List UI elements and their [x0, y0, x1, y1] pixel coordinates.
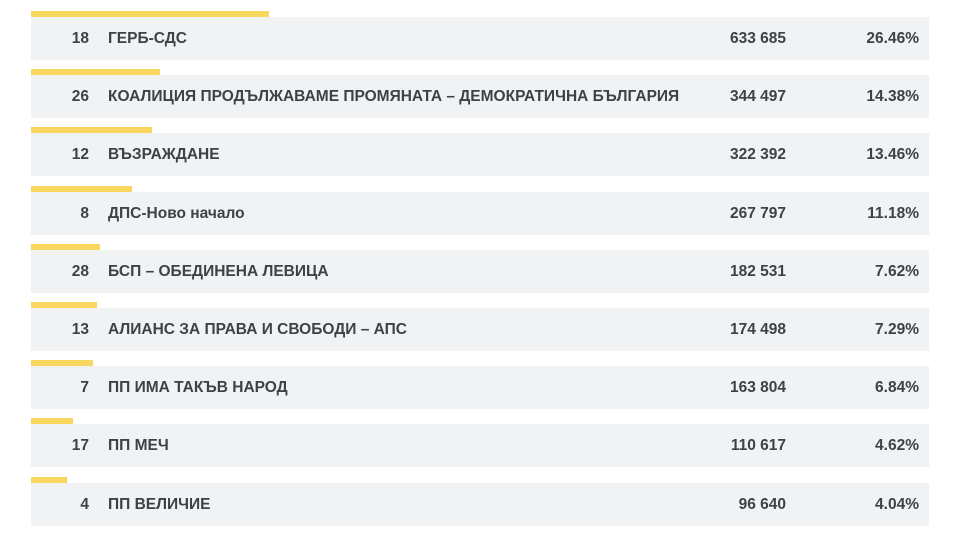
result-row: 13 АЛИАНС ЗА ПРАВА И СВОБОДИ – АПС 174 4… — [31, 291, 929, 351]
vote-percent: 4.62% — [875, 437, 919, 455]
vote-share-bar — [31, 360, 93, 367]
vote-share-bar — [31, 243, 100, 250]
vote-count: 344 497 — [729, 88, 786, 106]
party-name: ДПС-Ново начало — [108, 204, 245, 222]
party-name: ПП ИМА ТАКЪВ НАРОД — [108, 379, 288, 397]
ballot-number: 17 — [71, 437, 89, 455]
vote-count: 174 498 — [729, 321, 786, 338]
result-row: 26 КОАЛИЦИЯ ПРОДЪЛЖАВАМЕ ПРОМЯНАТА – ДЕМ… — [31, 58, 929, 119]
result-row: 18 ГЕРБ-СДС 633 685 26.46% — [31, 0, 929, 60]
result-row-body: 4 ПП ВЕЛИЧИЕ 96 640 4.04% — [31, 482, 929, 526]
party-name: ПП ВЕЛИЧИЕ — [108, 495, 211, 513]
result-row: 7 ПП ИМА ТАКЪВ НАРОД 163 804 6.84% — [31, 349, 929, 410]
result-row-body: 12 ВЪЗРАЖДАНЕ 322 392 13.46% — [31, 133, 929, 177]
ballot-number: 4 — [80, 495, 89, 513]
vote-count: 267 797 — [729, 204, 786, 222]
vote-percent: 13.46% — [866, 146, 919, 164]
vote-percent: 6.84% — [875, 379, 919, 397]
result-row: 12 ВЪЗРАЖДАНЕ 322 392 13.46% — [31, 116, 929, 177]
result-row: 28 БСП – ОБЕДИНЕНА ЛЕВИЦА 182 531 7.62% — [31, 233, 929, 293]
vote-count: 110 617 — [730, 437, 786, 455]
vote-percent: 7.29% — [875, 321, 919, 338]
result-row-body: 18 ГЕРБ-СДС 633 685 26.46% — [31, 17, 929, 60]
result-row-body: 17 ПП МЕЧ 110 617 4.62% — [31, 424, 929, 468]
vote-share-bar — [31, 185, 132, 192]
vote-percent: 14.38% — [866, 88, 919, 106]
vote-share-bar — [31, 127, 152, 134]
result-row-body: 7 ПП ИМА ТАКЪВ НАРОД 163 804 6.84% — [31, 366, 929, 410]
party-name: ПП МЕЧ — [108, 437, 169, 455]
vote-share-bar — [31, 302, 97, 308]
vote-share-bar — [31, 418, 73, 425]
ballot-number: 26 — [71, 88, 89, 106]
vote-percent: 26.46% — [866, 30, 919, 47]
vote-percent: 4.04% — [875, 495, 919, 513]
party-name: КОАЛИЦИЯ ПРОДЪЛЖАВАМЕ ПРОМЯНАТА – ДЕМОКР… — [108, 88, 680, 106]
vote-share-bar — [31, 476, 67, 483]
vote-count: 322 392 — [729, 146, 786, 164]
party-name: БСП – ОБЕДИНЕНА ЛЕВИЦА — [108, 262, 329, 280]
result-row: 17 ПП МЕЧ 110 617 4.62% — [31, 407, 929, 468]
ballot-number: 18 — [71, 30, 89, 47]
ballot-number: 13 — [71, 321, 89, 338]
vote-percent: 11.18% — [867, 204, 919, 222]
result-row: 8 ДПС-Ново начало 267 797 11.18% — [31, 175, 929, 235]
result-row-body: 26 КОАЛИЦИЯ ПРОДЪЛЖАВАМЕ ПРОМЯНАТА – ДЕМ… — [31, 75, 929, 119]
result-row-body: 13 АЛИАНС ЗА ПРАВА И СВОБОДИ – АПС 174 4… — [31, 308, 929, 351]
vote-count: 163 804 — [729, 379, 786, 397]
result-row: 4 ПП ВЕЛИЧИЕ 96 640 4.04% — [31, 466, 929, 526]
vote-share-bar — [31, 11, 269, 17]
party-name: ГЕРБ-СДС — [108, 30, 187, 47]
vote-percent: 7.62% — [875, 262, 919, 280]
ballot-number: 28 — [71, 262, 89, 280]
vote-count: 182 531 — [729, 262, 786, 280]
ballot-number: 7 — [80, 379, 89, 397]
result-row-body: 28 БСП – ОБЕДИНЕНА ЛЕВИЦА 182 531 7.62% — [31, 249, 929, 293]
party-name: АЛИАНС ЗА ПРАВА И СВОБОДИ – АПС — [108, 321, 407, 338]
party-name: ВЪЗРАЖДАНЕ — [108, 146, 220, 164]
vote-share-bar — [31, 69, 160, 76]
vote-count: 96 640 — [738, 495, 786, 513]
ballot-number: 12 — [71, 146, 89, 164]
vote-count: 633 685 — [729, 30, 786, 47]
ballot-number: 8 — [80, 204, 89, 222]
result-row-body: 8 ДПС-Ново начало 267 797 11.18% — [31, 191, 929, 235]
